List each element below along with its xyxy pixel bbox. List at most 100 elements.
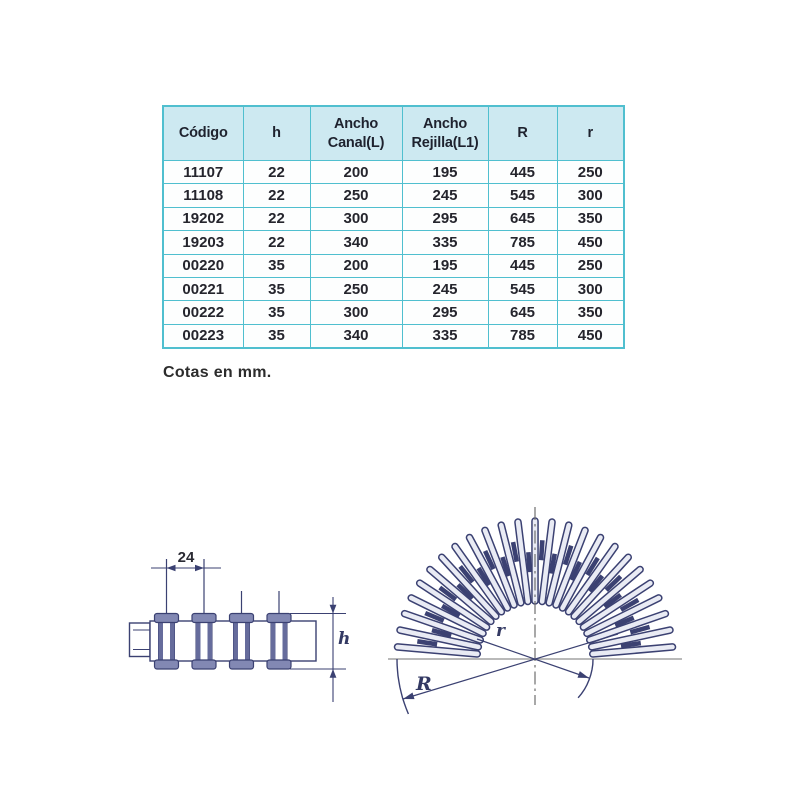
cell: 245 [401, 276, 489, 302]
cell: 350 [556, 300, 625, 325]
cell: 35 [242, 300, 311, 325]
col-header-ancho-rejilla: Ancho Rejilla(L1) [401, 105, 489, 161]
inner-radius-label: r [496, 621, 506, 641]
col-header-R: R [487, 105, 558, 161]
fan-connector [619, 597, 640, 612]
outer-radius-label: R [415, 673, 432, 695]
table-row: 19202 22 300 295 645 350 [162, 206, 625, 232]
bobbin-strip [271, 621, 276, 661]
cell: 295 [401, 300, 489, 325]
fan-connector [440, 603, 461, 618]
arrowhead [577, 671, 589, 678]
cell: 545 [487, 183, 558, 208]
dimension-line [402, 633, 619, 700]
inner-radius-arc [577, 658, 594, 699]
col-header-h: h [242, 105, 311, 161]
fan-bar-fill [402, 611, 483, 643]
bobbin-strip [196, 621, 201, 661]
technical-drawings: 24 h R r [128, 507, 682, 715]
table-row: 00220 35 200 195 445 250 [162, 253, 625, 278]
cell: 195 [401, 159, 489, 185]
arrowhead [403, 692, 415, 700]
pitch-dimension: 24 [151, 549, 221, 572]
fan-bar-fill [427, 567, 494, 624]
pitch-dimension-label: 24 [178, 549, 195, 566]
cell: 35 [242, 276, 311, 302]
cell: 22 [242, 230, 311, 255]
bobbin-cap [153, 659, 180, 670]
cell: 545 [487, 276, 558, 302]
cell: 00223 [162, 323, 244, 349]
fan-connector [416, 639, 438, 647]
table-row: 11107 22 200 195 445 250 [162, 159, 625, 185]
cell: 295 [401, 206, 489, 232]
dimension-line [476, 638, 590, 679]
cell: 645 [487, 206, 558, 232]
fan-bar-fill [560, 535, 603, 611]
cell: 445 [487, 159, 558, 185]
cell: 22 [242, 183, 311, 208]
bobbin-strip [233, 621, 238, 661]
cell: 450 [556, 230, 625, 255]
fan-connector [604, 574, 623, 592]
cell: 340 [309, 323, 403, 349]
cell: 245 [401, 183, 489, 208]
bobbin-cap [191, 612, 217, 624]
fan-bar-fill [439, 554, 499, 619]
table-row: 11108 22 250 245 545 300 [162, 183, 625, 208]
fan-bar-fill [539, 519, 555, 604]
cell: 300 [556, 183, 625, 208]
col-header-codigo: Código [162, 105, 244, 161]
fan-connector [424, 610, 445, 623]
fan-bar-fill [546, 522, 572, 606]
table-row: 00221 35 250 245 545 300 [162, 276, 625, 302]
table-row: 00223 35 340 335 785 450 [162, 323, 625, 349]
bobbin-cap [153, 612, 180, 624]
fan-bar-fill [566, 544, 618, 615]
cell: 340 [309, 230, 403, 255]
cell: 00222 [162, 300, 244, 325]
fan-connector [438, 585, 458, 602]
fan-bar-fill [498, 522, 524, 606]
bobbin-cap [266, 612, 292, 624]
cell: 195 [401, 253, 489, 278]
fan-diagram: R r [388, 507, 682, 715]
bobbin-cap [191, 659, 217, 670]
arrowhead [195, 564, 204, 572]
outer-radius-arc [396, 658, 410, 715]
table-row: 19203 22 340 335 785 450 [162, 230, 625, 255]
table-row: 00222 35 300 295 645 350 [162, 300, 625, 325]
bobbin-strip [245, 621, 250, 661]
cell: 300 [556, 276, 625, 302]
cell: 00221 [162, 276, 244, 302]
fan-bar-fill [553, 528, 588, 608]
fan-bar-fill [408, 595, 486, 636]
fan-connector [526, 552, 532, 573]
bobbin-strip [207, 621, 212, 661]
fan-connector [458, 565, 475, 584]
bobbin-cap [266, 659, 292, 670]
fan-connector [629, 624, 651, 635]
cell: 335 [401, 230, 489, 255]
cell: 250 [556, 253, 625, 278]
cell: 250 [556, 159, 625, 185]
fan-bar-fill [581, 580, 653, 630]
bobbin-strip [158, 621, 163, 661]
cell: 250 [309, 276, 403, 302]
col-header-ancho-canal: Ancho Canal(L) [309, 105, 403, 161]
fan-connector [500, 556, 511, 577]
cell: 35 [242, 323, 311, 349]
cell: 19202 [162, 206, 244, 232]
fan-connector [483, 550, 496, 571]
bobbin-strip [282, 621, 287, 661]
arrowhead [329, 669, 337, 678]
cell: 450 [556, 323, 625, 349]
fan-connector [587, 574, 605, 593]
cell: 11108 [162, 183, 244, 208]
fan-bar-fill [395, 644, 480, 657]
col-header-r: r [556, 105, 625, 161]
fan-connector [620, 640, 642, 649]
header-row: Código h Ancho Canal(L) Ancho Rejilla(L1… [162, 105, 625, 161]
fan-bar-fill [587, 611, 668, 643]
